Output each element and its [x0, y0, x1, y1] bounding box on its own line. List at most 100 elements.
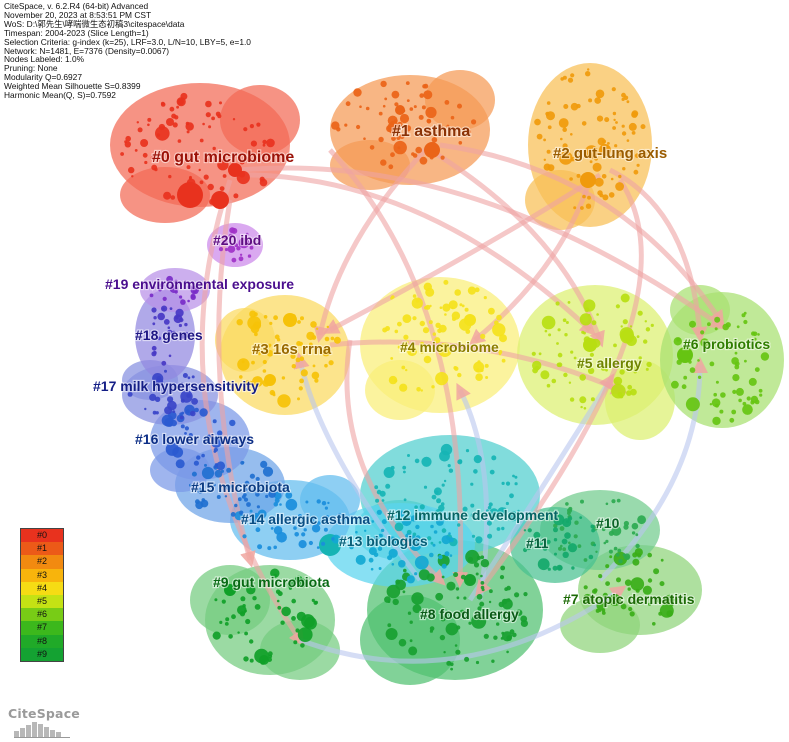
publication-node: [570, 73, 575, 78]
publication-node: [439, 306, 443, 310]
publication-node: [164, 369, 167, 373]
publication-node: [709, 361, 715, 367]
publication-node: [244, 609, 247, 613]
publication-node: [547, 164, 555, 172]
publication-node: [147, 123, 150, 127]
publication-node: [153, 316, 157, 320]
publication-node: [611, 499, 616, 504]
publication-node: [270, 527, 274, 530]
publication-node: [262, 369, 267, 373]
key-publication-node: [424, 142, 440, 158]
publication-node: [414, 572, 418, 576]
publication-node: [748, 377, 757, 386]
publication-node: [617, 548, 622, 553]
publication-node: [394, 102, 399, 107]
publication-node: [314, 600, 318, 605]
publication-node: [376, 509, 382, 515]
publication-node: [349, 544, 354, 550]
publication-node: [453, 572, 459, 578]
publication-node: [249, 473, 255, 479]
publication-node: [246, 156, 252, 162]
publication-node: [407, 346, 418, 357]
publication-node: [568, 541, 571, 545]
publication-node: [158, 288, 162, 292]
key-publication-node: [228, 163, 242, 177]
publication-node: [297, 320, 301, 324]
publication-node: [218, 247, 224, 252]
publication-node: [443, 651, 446, 654]
publication-node: [593, 152, 597, 156]
publication-node: [653, 568, 660, 575]
publication-node: [363, 137, 366, 140]
publication-node: [188, 433, 193, 437]
publication-node: [212, 631, 221, 640]
publication-node: [512, 474, 515, 478]
publication-node: [333, 336, 341, 344]
cluster-label: #18 genes: [135, 327, 203, 343]
publication-node: [131, 175, 134, 178]
publication-node: [560, 544, 563, 548]
publication-node: [628, 606, 633, 612]
publication-node: [229, 419, 236, 427]
key-publication-node: [177, 182, 203, 208]
publication-node: [709, 403, 713, 406]
cluster-label: #8 food allergy: [420, 606, 519, 622]
publication-node: [459, 609, 466, 616]
publication-node: [505, 481, 511, 486]
publication-node: [637, 310, 643, 316]
publication-node: [470, 513, 475, 518]
publication-node: [236, 319, 243, 326]
publication-node: [166, 118, 174, 126]
publication-node: [601, 611, 606, 615]
publication-node: [276, 599, 280, 603]
publication-node: [635, 543, 640, 549]
publication-node: [419, 341, 425, 346]
publication-node: [120, 152, 124, 156]
publication-node: [557, 362, 563, 368]
publication-node: [457, 523, 461, 527]
publication-node: [491, 455, 497, 461]
cluster-label: #10: [596, 515, 620, 531]
publication-node: [152, 322, 156, 326]
publication-node: [279, 503, 282, 506]
publication-node: [381, 499, 385, 502]
publication-node: [438, 554, 443, 560]
publication-node: [605, 539, 609, 544]
publication-node: [173, 279, 179, 285]
publication-node: [419, 156, 428, 165]
publication-node: [603, 541, 607, 545]
publication-node: [323, 527, 328, 532]
publication-node: [262, 359, 267, 365]
publication-node: [537, 558, 550, 571]
publication-node: [562, 551, 569, 558]
publication-node: [585, 203, 592, 209]
publication-node: [438, 541, 442, 544]
publication-node: [596, 601, 606, 611]
publication-node: [180, 424, 185, 429]
publication-node: [567, 301, 571, 304]
publication-node: [202, 122, 205, 126]
publication-node: [125, 135, 131, 142]
publication-node: [230, 484, 234, 488]
cluster-label: #3 16s rrna: [252, 341, 332, 358]
publication-node: [534, 118, 541, 126]
publication-node: [471, 119, 477, 125]
publication-node: [639, 153, 644, 157]
publication-node: [374, 485, 379, 490]
publication-node: [178, 323, 182, 328]
publication-node: [228, 634, 233, 639]
publication-node: [180, 334, 186, 339]
cluster-hull: [220, 85, 300, 155]
publication-node: [608, 192, 615, 198]
publication-node: [234, 243, 238, 247]
publication-node: [626, 139, 630, 142]
publication-node: [751, 331, 756, 336]
publication-node: [226, 438, 232, 445]
publication-node: [169, 307, 173, 310]
publication-node: [276, 517, 281, 521]
publication-node: [473, 562, 480, 568]
publication-node: [548, 333, 552, 337]
publication-node: [591, 528, 595, 533]
cluster-hull: [260, 620, 340, 680]
publication-node: [401, 365, 406, 370]
